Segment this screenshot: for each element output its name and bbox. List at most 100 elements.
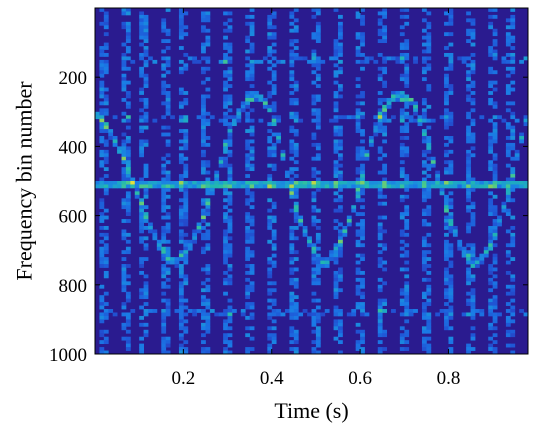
- heatmap-cell: [196, 225, 202, 230]
- heatmap-cell: [148, 309, 153, 313]
- heatmap-cell: [267, 174, 273, 178]
- heatmap-cell: [519, 184, 524, 189]
- heatmap-cell: [510, 291, 516, 296]
- heatmap-cell: [404, 136, 410, 140]
- heatmap-cell: [386, 118, 392, 123]
- heatmap-cell: [505, 35, 511, 40]
- heatmap-cell: [355, 329, 361, 334]
- heatmap-cell: [178, 187, 184, 192]
- heatmap-cell: [298, 219, 304, 223]
- heatmap-cell: [338, 239, 343, 244]
- heatmap-cell: [165, 187, 171, 192]
- heatmap-cell: [404, 309, 410, 313]
- heatmap-cell: [139, 73, 144, 78]
- heatmap-cell: [214, 174, 220, 178]
- heatmap-cell: [448, 56, 454, 61]
- heatmap-cell: [404, 101, 410, 106]
- heatmap-cell: [351, 208, 357, 213]
- heatmap-cell: [329, 250, 334, 255]
- heatmap-cell: [360, 347, 365, 351]
- heatmap-cell: [488, 25, 494, 30]
- heatmap-cell: [307, 236, 312, 241]
- heatmap-cell: [205, 136, 211, 140]
- heatmap-cell: [165, 56, 171, 61]
- heatmap-cell: [223, 336, 228, 341]
- heatmap-cell: [227, 315, 233, 320]
- heatmap-cell: [338, 181, 343, 185]
- heatmap-cell: [466, 257, 471, 261]
- heatmap-cell: [315, 225, 321, 230]
- heatmap-cell: [488, 66, 494, 71]
- heatmap-cell: [293, 295, 299, 300]
- heatmap-cell: [201, 309, 206, 313]
- heatmap-cell: [315, 156, 321, 161]
- heatmap-cell: [103, 66, 109, 71]
- heatmap-cell: [315, 97, 321, 102]
- heatmap-cell: [315, 340, 321, 345]
- heatmap-cell: [364, 181, 370, 185]
- heatmap-cell: [315, 142, 321, 147]
- heatmap-cell: [404, 104, 410, 109]
- heatmap-cell: [466, 198, 471, 203]
- heatmap-cell: [289, 277, 295, 282]
- heatmap-cell: [488, 298, 494, 303]
- heatmap-cell: [444, 11, 449, 16]
- heatmap-cell: [399, 77, 405, 82]
- heatmap-cell: [267, 59, 273, 64]
- heatmap-cell: [360, 149, 365, 154]
- heatmap-cell: [360, 101, 365, 106]
- heatmap-cell: [311, 132, 317, 137]
- heatmap-cell: [139, 97, 144, 102]
- heatmap-cell: [231, 181, 237, 185]
- heatmap-cell: [201, 80, 206, 85]
- heatmap-cell: [245, 35, 251, 40]
- heatmap-cell: [382, 181, 388, 185]
- heatmap-cell: [99, 284, 105, 289]
- heatmap-cell: [223, 70, 228, 75]
- heatmap-cell: [143, 281, 149, 286]
- heatmap-cell: [254, 97, 259, 102]
- heatmap-cell: [205, 191, 211, 196]
- heatmap-cell: [377, 191, 383, 196]
- heatmap-cell: [399, 174, 405, 178]
- heatmap-cell: [121, 11, 127, 16]
- heatmap-cell: [139, 222, 144, 227]
- heatmap-cell: [466, 243, 471, 248]
- heatmap-cell: [125, 298, 131, 303]
- heatmap-cell: [271, 219, 277, 223]
- heatmap-cell: [121, 201, 127, 206]
- heatmap-cell: [293, 129, 299, 133]
- heatmap-cell: [267, 80, 273, 85]
- heatmap-cell: [492, 49, 498, 54]
- heatmap-cell: [360, 32, 365, 37]
- heatmap-cell: [201, 333, 206, 338]
- heatmap-cell: [223, 319, 228, 324]
- heatmap-cell: [103, 274, 109, 279]
- heatmap-cell: [187, 309, 193, 313]
- heatmap-cell: [377, 277, 383, 282]
- heatmap-cell: [121, 267, 127, 272]
- heatmap-cell: [417, 181, 423, 185]
- heatmap-cell: [103, 246, 109, 251]
- heatmap-cell: [258, 181, 264, 185]
- heatmap-cell: [289, 315, 295, 320]
- heatmap-cell: [426, 21, 432, 26]
- heatmap-cell: [421, 291, 427, 296]
- heatmap-cell: [413, 118, 418, 123]
- heatmap-cell: [355, 212, 361, 216]
- heatmap-cell: [267, 291, 273, 296]
- heatmap-cell: [470, 80, 476, 85]
- heatmap-cell: [245, 225, 251, 230]
- heatmap-cell: [324, 309, 330, 313]
- heatmap-cell: [377, 229, 383, 234]
- heatmap-cell: [161, 229, 167, 234]
- heatmap-cell: [289, 257, 295, 261]
- heatmap-cell: [373, 122, 379, 127]
- heatmap-cell: [338, 319, 343, 324]
- heatmap-cell: [488, 91, 494, 95]
- heatmap-cell: [125, 80, 131, 85]
- heatmap-cell: [293, 84, 299, 88]
- heatmap-cell: [338, 46, 343, 50]
- heatmap-cell: [205, 198, 211, 203]
- heatmap-cell: [165, 257, 171, 261]
